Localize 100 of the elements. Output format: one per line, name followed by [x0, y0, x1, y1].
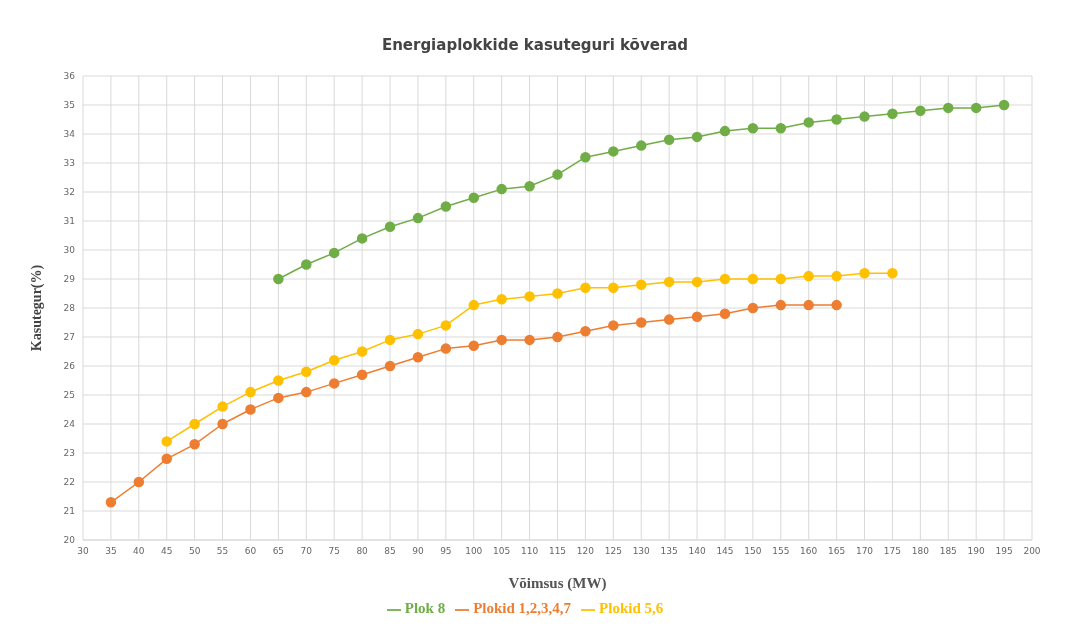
point — [440, 320, 452, 331]
y-tick-label: 33 — [63, 158, 75, 169]
y-tick-label: 28 — [63, 303, 76, 314]
point — [580, 325, 591, 337]
point — [356, 233, 368, 244]
x-tick-label: 140 — [688, 546, 706, 557]
y-axis-title: Kasutegur(%) — [28, 264, 45, 352]
x-tick-label: 45 — [161, 546, 173, 557]
x-tick-label: 80 — [356, 546, 369, 557]
x-tick-label: 75 — [328, 546, 340, 557]
x-tick-label: 125 — [604, 546, 622, 557]
point — [831, 114, 842, 125]
point — [356, 369, 368, 380]
point — [496, 183, 507, 195]
y-tick-label: 31 — [63, 216, 75, 227]
x-tick-label: 70 — [300, 546, 313, 557]
point — [691, 131, 703, 143]
point — [468, 299, 480, 311]
x-tick-label: 195 — [995, 546, 1013, 557]
x-tick-label: 55 — [216, 546, 229, 557]
x-tick-label: 190 — [967, 546, 986, 557]
x-axis-title: Võimsus (MW) — [508, 575, 607, 592]
point — [719, 308, 731, 320]
point — [105, 497, 117, 508]
point — [635, 279, 647, 291]
point — [552, 169, 563, 180]
point — [831, 270, 842, 282]
point — [608, 320, 619, 331]
point — [803, 270, 814, 282]
point — [635, 140, 647, 151]
point — [887, 108, 898, 119]
point — [552, 288, 563, 299]
point — [803, 299, 814, 311]
point — [245, 404, 256, 415]
point — [161, 453, 172, 465]
point — [524, 291, 535, 302]
x-tick-label: 120 — [576, 546, 595, 557]
point — [301, 386, 312, 398]
y-tick-label: 21 — [63, 506, 75, 517]
x-tick-label: 65 — [272, 546, 285, 557]
y-tick-label: 26 — [63, 361, 76, 372]
x-tick-label: 40 — [133, 546, 145, 557]
point — [496, 294, 507, 305]
point — [301, 259, 312, 270]
x-tick-label: 175 — [883, 546, 902, 557]
point — [217, 418, 228, 430]
point — [719, 273, 731, 285]
x-tick-label: 155 — [772, 546, 790, 557]
point — [691, 276, 703, 288]
point — [524, 180, 535, 192]
point — [384, 221, 396, 233]
x-tick-label: 180 — [911, 546, 930, 557]
y-tick-label: 27 — [63, 332, 75, 343]
point — [245, 386, 256, 398]
legend-label: Plok 8 — [404, 600, 446, 616]
y-tick-label: 22 — [63, 477, 75, 488]
x-tick-label: 165 — [828, 546, 846, 557]
point — [803, 117, 814, 128]
point — [859, 111, 870, 122]
point — [663, 314, 675, 325]
point — [747, 122, 759, 134]
point — [719, 125, 731, 137]
point — [775, 273, 787, 285]
point — [412, 212, 424, 224]
x-tick-label: 160 — [800, 546, 818, 557]
point — [468, 192, 480, 204]
chart-title: Energiaplokkide kasuteguri kõverad — [380, 35, 690, 56]
x-tick-label: 185 — [939, 546, 957, 557]
x-tick-label: 170 — [855, 546, 874, 557]
x-tick-label: 135 — [660, 546, 678, 557]
point — [691, 311, 703, 322]
point — [663, 134, 675, 146]
point — [496, 334, 507, 346]
point — [273, 392, 284, 404]
y-tick-label: 34 — [63, 129, 76, 140]
point — [580, 282, 591, 293]
point — [608, 282, 619, 293]
point — [440, 343, 452, 354]
point — [189, 418, 200, 430]
x-tick-label: 85 — [384, 546, 396, 557]
point — [189, 439, 200, 450]
point — [273, 273, 284, 285]
point — [747, 273, 759, 285]
point — [384, 360, 396, 372]
point — [580, 151, 591, 163]
point — [328, 378, 340, 389]
point — [943, 102, 954, 114]
point — [859, 267, 870, 279]
x-tick-label: 95 — [440, 546, 452, 557]
point — [133, 476, 145, 488]
point — [440, 201, 452, 212]
point — [468, 340, 480, 351]
point — [552, 331, 563, 343]
point — [524, 334, 535, 346]
point — [998, 99, 1010, 111]
point — [356, 346, 368, 357]
y-tick-label: 32 — [63, 187, 75, 198]
point — [887, 267, 898, 279]
point — [608, 146, 619, 157]
x-tick-label: 90 — [412, 546, 424, 557]
